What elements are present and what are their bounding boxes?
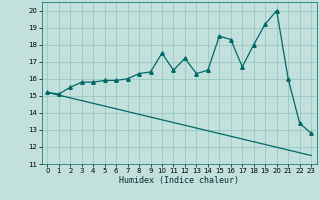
X-axis label: Humidex (Indice chaleur): Humidex (Indice chaleur) bbox=[119, 176, 239, 185]
